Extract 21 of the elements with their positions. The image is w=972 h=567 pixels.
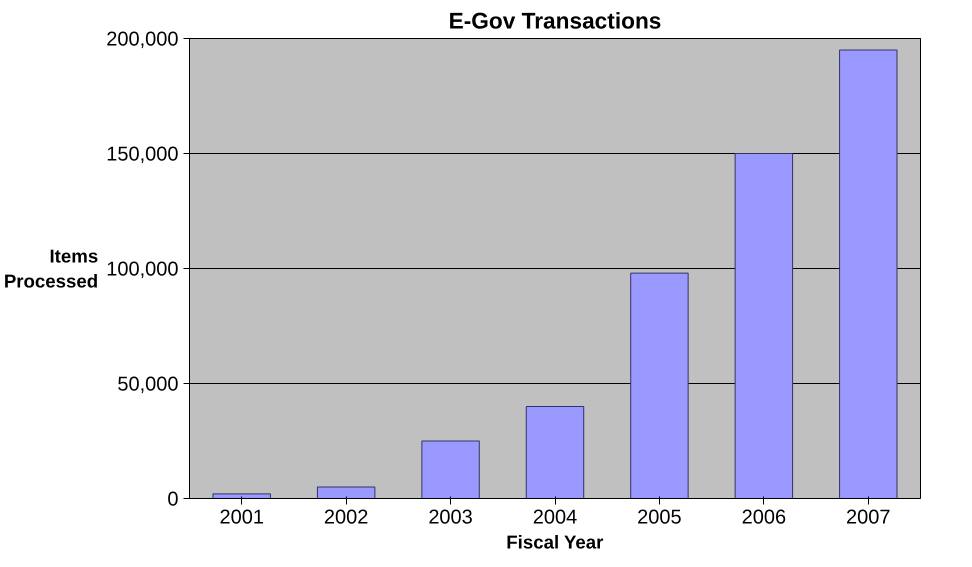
bar bbox=[421, 440, 480, 498]
x-tick-label: 2007 bbox=[846, 506, 891, 528]
x-tick-label: 2003 bbox=[428, 506, 473, 528]
y-tick-label: 0 bbox=[167, 488, 178, 510]
bar bbox=[526, 406, 584, 498]
x-tick-label: 2006 bbox=[742, 506, 786, 528]
y-axis-title: Items Processed bbox=[4, 245, 98, 292]
y-tick-label: 150,000 bbox=[106, 144, 178, 166]
bar bbox=[839, 50, 898, 498]
y-tick-label: 50,000 bbox=[117, 374, 178, 396]
x-tick-label: 2002 bbox=[324, 506, 368, 528]
x-tick-label: 2004 bbox=[532, 506, 578, 528]
y-tick-label: 200,000 bbox=[106, 28, 178, 50]
x-tick-label: 2005 bbox=[637, 506, 682, 528]
bar bbox=[734, 153, 794, 498]
bar bbox=[316, 486, 376, 498]
chart-title: E-Gov Transactions bbox=[448, 8, 662, 34]
x-axis-title: Fiscal Year bbox=[506, 532, 604, 552]
x-tick-label: 2001 bbox=[219, 506, 264, 528]
bar bbox=[630, 272, 689, 498]
y-tick-label: 100,000 bbox=[106, 258, 178, 280]
